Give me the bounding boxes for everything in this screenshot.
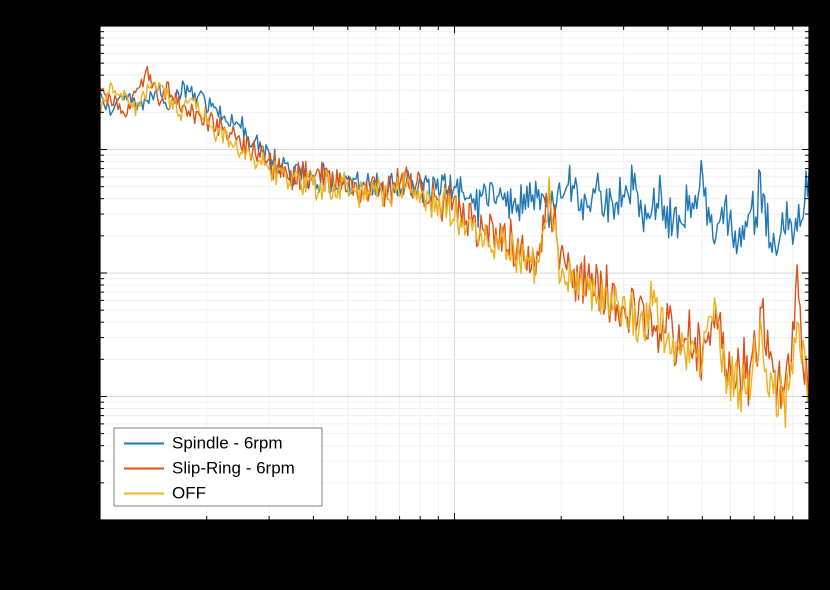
spectrum-chart: Spindle - 6rpm Slip-Ring - 6rpm OFF [0,0,830,590]
legend-label: Slip-Ring - 6rpm [172,459,295,478]
legend-label: OFF [172,484,206,503]
legend: Spindle - 6rpm Slip-Ring - 6rpm OFF [114,428,322,506]
legend-label: Spindle - 6rpm [172,434,283,453]
